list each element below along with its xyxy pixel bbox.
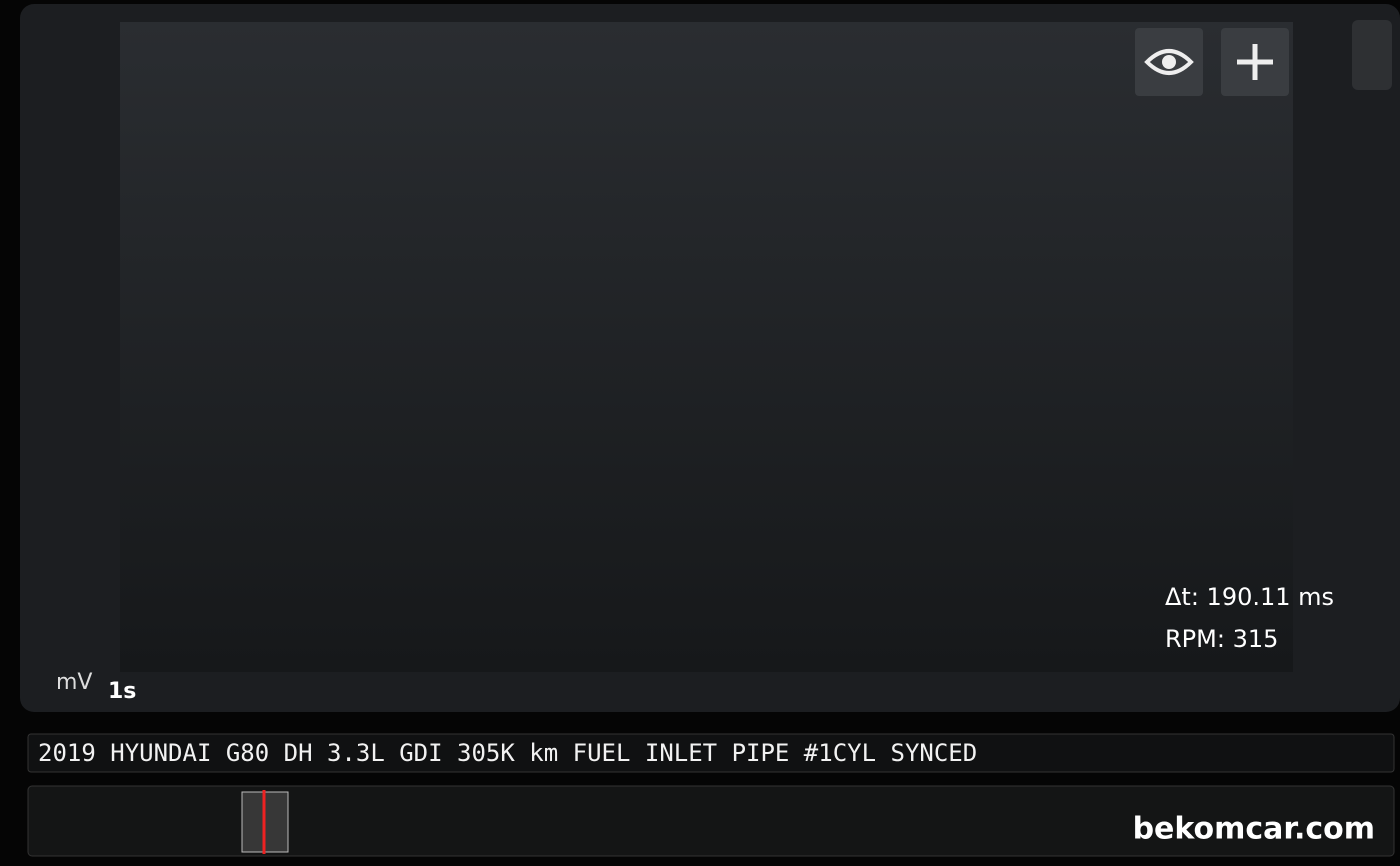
- watermark: bekomcar.com: [1133, 812, 1375, 847]
- delta-t: Δt: 190.11 ms: [1165, 583, 1334, 611]
- plus-icon: [1237, 44, 1273, 80]
- overview-strip[interactable]: [27, 785, 1395, 857]
- eye-pupil: [1162, 55, 1176, 69]
- rpm: RPM: 315: [1165, 625, 1278, 653]
- timebase: 1s: [108, 679, 136, 704]
- title-bar: [27, 733, 1395, 773]
- plot-area: [120, 22, 1293, 672]
- side-handle[interactable]: [1352, 20, 1392, 90]
- eye-icon: [1144, 49, 1194, 75]
- title-text: 2019 HYUNDAI G80 DH 3.3L GDI 305K km FUE…: [38, 739, 977, 767]
- y-unit: mV: [56, 670, 92, 695]
- toolbar: [1135, 20, 1392, 96]
